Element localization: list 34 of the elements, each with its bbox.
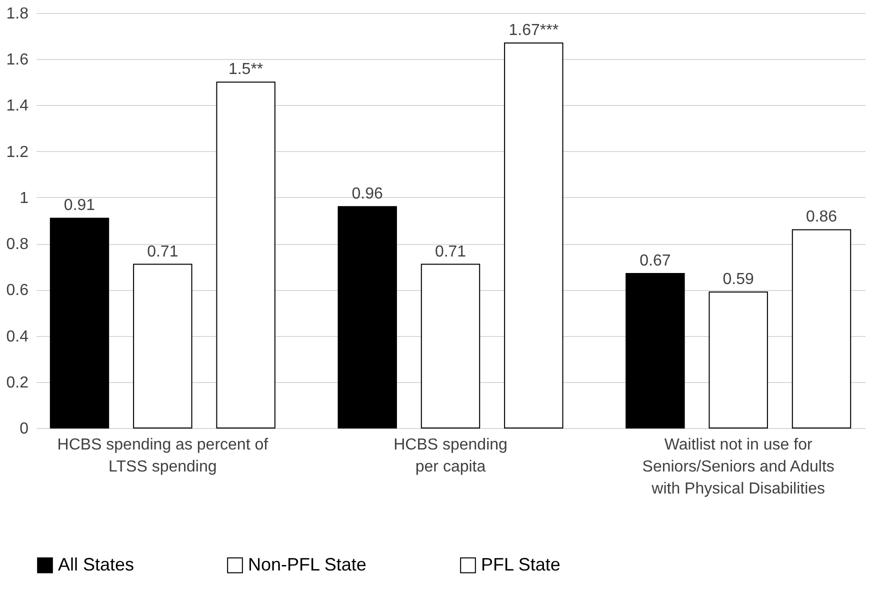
bar	[338, 206, 397, 428]
bar	[420, 264, 480, 428]
data-label: 0.59	[722, 270, 754, 288]
bar	[504, 42, 564, 428]
y-tick-label: 1.4	[6, 98, 29, 115]
data-label: 0.71	[434, 243, 466, 260]
y-tick-label: 1.8	[6, 6, 29, 22]
legend-label: Non-PFL State	[248, 554, 366, 574]
y-tick-label: 0.4	[6, 328, 29, 346]
x-tick-label: HCBS spending per capita	[394, 436, 508, 476]
data-label: 0.91	[64, 197, 96, 214]
bar	[792, 229, 852, 428]
x-tick-label: HCBS spending as percent of LTSS spending	[57, 436, 269, 476]
y-tick-label: 1.2	[6, 144, 29, 161]
data-label: 0.86	[806, 208, 838, 226]
y-tick-label: 1	[20, 190, 29, 207]
bar	[216, 82, 276, 428]
y-tick-label: 0	[20, 420, 29, 438]
y-tick-label: 0.6	[6, 282, 29, 300]
y-tick-label: 0.8	[6, 236, 29, 254]
bar	[133, 264, 192, 428]
bar	[708, 291, 768, 428]
data-label: 0.96	[352, 186, 384, 203]
y-tick-label: 0.2	[6, 374, 29, 392]
data-label: 1.5**	[228, 61, 264, 78]
data-label: 0.67	[640, 252, 671, 270]
bar	[50, 218, 110, 428]
bar	[626, 273, 685, 428]
x-tick-label: Waitlist not in use for Seniors/Seniors and Adults with Physical Disabilities	[642, 436, 834, 498]
data-label: 1.67***	[508, 22, 559, 39]
data-label: 0.71	[147, 243, 178, 260]
legend-label: PFL State	[481, 554, 560, 574]
y-tick-label: 1.6	[6, 52, 29, 69]
legend-label: All States	[58, 554, 134, 574]
